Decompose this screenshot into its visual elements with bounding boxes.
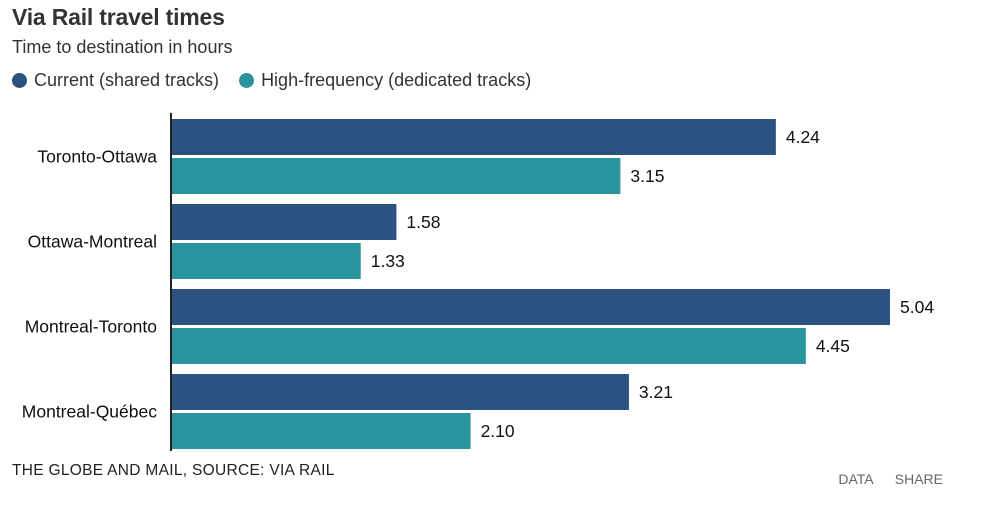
data-link[interactable]: DATA: [838, 471, 873, 487]
legend-dot-icon: [12, 73, 27, 88]
category-label: Montreal-Toronto: [25, 317, 157, 337]
data-label: 3.21: [639, 382, 673, 402]
data-label: 1.58: [406, 212, 440, 232]
bar-high-frequency: [171, 328, 806, 364]
data-label: 3.15: [630, 166, 664, 186]
bar-current: [171, 204, 397, 240]
bar-high-frequency: [171, 243, 361, 279]
legend: Current (shared tracks) High-frequency (…: [12, 70, 551, 91]
data-label: 4.24: [786, 127, 820, 147]
category-label: Toronto-Ottawa: [37, 147, 157, 167]
legend-label-high-frequency: High-frequency (dedicated tracks): [261, 70, 532, 90]
bar-current: [171, 119, 776, 155]
chart-title: Via Rail travel times: [12, 4, 225, 30]
bar-high-frequency: [171, 158, 621, 194]
source-credit: THE GLOBE AND MAIL, SOURCE: VIA RAIL: [12, 462, 335, 479]
legend-item-current: Current (shared tracks): [12, 70, 219, 91]
data-label: 4.45: [816, 336, 850, 356]
data-label: 2.10: [481, 421, 515, 441]
data-label: 1.33: [371, 251, 405, 271]
footer-links: DATA SHARE: [820, 471, 943, 487]
bar-current: [171, 374, 629, 410]
chart-subtitle: Time to destination in hours: [12, 37, 233, 57]
legend-label-current: Current (shared tracks): [34, 70, 220, 90]
share-link[interactable]: SHARE: [894, 471, 943, 487]
legend-item-high-frequency: High-frequency (dedicated tracks): [239, 70, 531, 91]
category-label: Montreal-Québec: [22, 402, 157, 422]
bar-current: [171, 289, 890, 325]
data-label: 5.04: [900, 297, 934, 317]
legend-dot-icon: [239, 73, 255, 88]
bar-high-frequency: [171, 413, 471, 449]
bar-chart: Toronto-Ottawa 4.24 3.15 Ottawa-Montreal 1.5…: [22, 113, 934, 451]
category-label: Ottawa-Montreal: [28, 232, 157, 252]
